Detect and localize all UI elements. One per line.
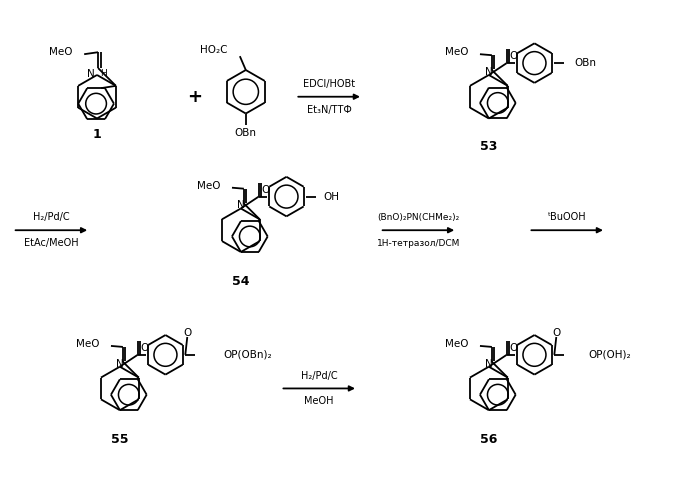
Text: +: + [187,88,201,106]
Text: MeO: MeO [197,180,220,190]
Text: EtAc/MeOH: EtAc/MeOH [24,238,79,248]
Text: (BnO)₂PN(CHMe₂)₂: (BnO)₂PN(CHMe₂)₂ [377,213,460,222]
Text: H₂/Pd/C: H₂/Pd/C [33,212,70,222]
Text: ᵗBuOOH: ᵗBuOOH [548,212,586,222]
Text: HO₂C: HO₂C [201,45,228,55]
Text: O: O [552,328,560,338]
Text: MeO: MeO [444,47,468,57]
Text: O: O [509,51,518,61]
Text: N: N [116,358,124,368]
Text: OBn: OBn [575,58,597,68]
Text: Et₃N/ТТФ: Et₃N/ТТФ [306,104,352,115]
Text: H₂/Pd/C: H₂/Pd/C [301,370,337,380]
Text: OBn: OBn [235,128,257,138]
Text: MeO: MeO [75,339,99,349]
Text: O: O [509,343,518,353]
Text: O: O [141,343,149,353]
Text: MeOH: MeOH [304,396,334,406]
Text: MeO: MeO [49,47,72,57]
Text: MeO: MeO [444,339,468,349]
Text: 1: 1 [92,128,101,141]
Text: 55: 55 [111,434,128,446]
Text: 56: 56 [480,434,497,446]
Text: N: N [485,67,493,77]
Text: O: O [262,184,270,194]
Text: N: N [237,200,245,210]
Text: 53: 53 [480,140,497,152]
Text: N: N [485,358,493,368]
Text: OP(OBn)₂: OP(OBn)₂ [223,350,272,360]
Text: O: O [183,328,191,338]
Text: H: H [100,70,107,78]
Text: EDCl/HOBt: EDCl/HOBt [303,79,355,89]
Text: OP(OH)₂: OP(OH)₂ [589,350,631,360]
Text: N: N [87,69,95,79]
Text: OH: OH [323,192,339,202]
Text: 54: 54 [232,275,250,288]
Text: 1H-тетразол/DCM: 1H-тетразол/DCM [377,238,460,248]
